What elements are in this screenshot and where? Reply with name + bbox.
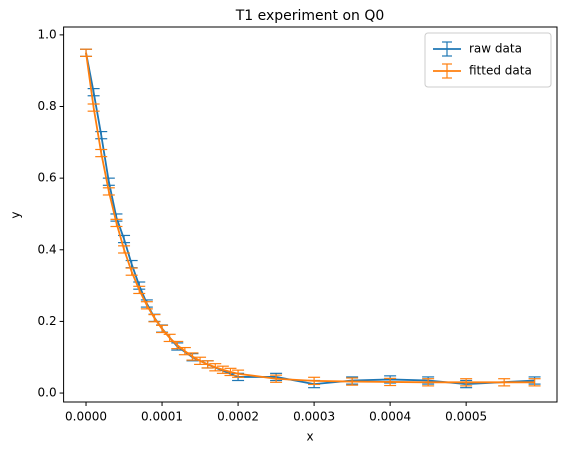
x-axis-label: x [306, 430, 313, 444]
x-tick-label: 0.0005 [445, 410, 487, 424]
legend-label: fitted data [469, 64, 532, 78]
chart-title: T1 experiment on Q0 [235, 8, 385, 24]
y-tick-label: 0.8 [38, 99, 57, 113]
y-tick-label: 0.6 [38, 171, 57, 185]
y-tick-label: 0.4 [38, 242, 57, 256]
x-tick-label: 0.0003 [293, 410, 335, 424]
plot-frame [63, 26, 558, 403]
data-line [85, 52, 535, 385]
y-tick-label: 1.0 [38, 27, 57, 41]
legend-box [424, 32, 552, 88]
x-tick-label: 0.0001 [141, 410, 183, 424]
x-tick-label: 0.0000 [65, 410, 107, 424]
y-tick-label: 0.2 [38, 314, 57, 328]
legend-label: raw data [469, 42, 522, 56]
y-tick-label: 0.0 [38, 386, 57, 400]
x-tick-label: 0.0002 [217, 410, 259, 424]
data-line [85, 52, 535, 384]
y-axis-label: y [9, 211, 23, 218]
x-tick-label: 0.0004 [369, 410, 411, 424]
